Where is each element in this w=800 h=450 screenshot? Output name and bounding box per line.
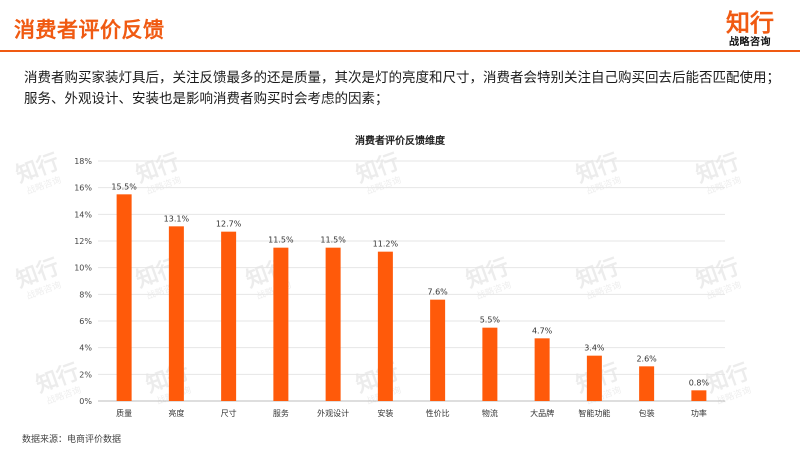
bar-11 (639, 366, 655, 401)
data-source-note: 数据来源：电商评价数据 (22, 435, 122, 445)
bar-value-label: 7.6% (427, 288, 448, 297)
y-tick-label: 18% (74, 157, 92, 166)
bar-10 (586, 355, 602, 401)
bar-5 (325, 247, 341, 401)
y-tick-label: 4% (79, 344, 92, 353)
y-tick-label: 16% (74, 184, 92, 193)
chart-area: 知行 战略咨询 知行 战略咨询 知行 战略咨询 知行 战略咨询 知行 战略咨询 知行 战略咨询 知行 战略… (0, 125, 800, 430)
bar-value-label: 4.7% (532, 326, 553, 335)
x-tick-label: 亮度 (168, 408, 184, 418)
bar-value-label: 13.1% (164, 214, 190, 223)
x-tick-label: 外观设计 (317, 408, 349, 418)
x-tick-label: 服务 (273, 408, 289, 418)
bar-7 (430, 299, 446, 401)
x-tick-label: 安装 (377, 408, 393, 418)
x-tick-label: 物流 (482, 408, 498, 418)
bar-value-label: 0.8% (689, 378, 710, 387)
bar-value-label: 15.5% (111, 182, 137, 191)
y-tick-label: 6% (79, 317, 92, 326)
bar-3 (221, 231, 237, 401)
bar-9 (534, 338, 550, 401)
x-tick-label: 智能功能 (578, 408, 610, 418)
y-tick-label: 14% (74, 210, 92, 219)
y-tick-label: 0% (79, 397, 92, 406)
bar-8 (482, 327, 498, 401)
chart-title: 消费者评价反馈维度 (355, 134, 446, 147)
header-divider (0, 50, 800, 52)
y-tick-label: 12% (74, 237, 92, 246)
bar-value-label: 2.6% (636, 354, 657, 363)
y-tick-label: 2% (79, 370, 92, 379)
x-tick-label: 质量 (116, 408, 132, 418)
bar-2 (168, 226, 184, 401)
x-tick-label: 包装 (639, 408, 655, 418)
bar-4 (273, 247, 289, 401)
logo-sub-text: 战略咨询 (729, 37, 771, 48)
bar-6 (377, 251, 393, 401)
bar-value-label: 3.4% (584, 344, 605, 353)
x-tick-label: 性价比 (426, 408, 450, 418)
x-tick-label: 尺寸 (221, 408, 237, 418)
bar-value-label: 11.5% (268, 236, 294, 245)
bar-value-label: 12.7% (216, 220, 242, 229)
bar-12 (691, 390, 707, 401)
x-tick-label: 功率 (691, 408, 707, 418)
summary-text: 消费者购买家装灯具后，关注反馈最多的还是质量，其次是灯的亮度和尺寸，消费者会特别… (24, 70, 780, 107)
bar-value-label: 5.5% (480, 316, 501, 325)
page-title: 消费者评价反馈 (14, 18, 165, 42)
bar-value-label: 11.2% (373, 240, 399, 249)
bar-1 (116, 194, 132, 401)
y-tick-label: 8% (79, 290, 92, 299)
brand-logo: 知行 战略咨询 (718, 10, 782, 50)
x-tick-label: 大品牌 (530, 408, 554, 418)
bar-value-label: 11.5% (320, 236, 346, 245)
logo-main-text: 知行 (726, 9, 774, 37)
y-tick-label: 10% (74, 264, 92, 273)
